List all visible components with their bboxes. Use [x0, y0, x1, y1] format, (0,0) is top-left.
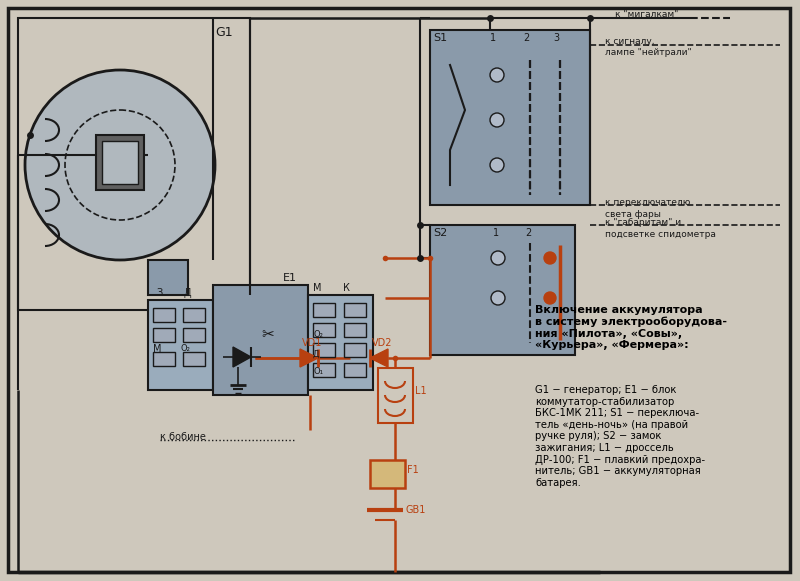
Text: к "мигалкам": к "мигалкам": [615, 10, 678, 19]
Bar: [344, 323, 366, 337]
Polygon shape: [300, 349, 318, 367]
Circle shape: [491, 291, 505, 305]
Circle shape: [544, 292, 556, 304]
Circle shape: [490, 158, 504, 172]
Circle shape: [25, 70, 215, 260]
Text: Включение аккумулятора
в систему электрооборудова-
ния «Пилота», «Совы»,
«Курьер: Включение аккумулятора в систему электро…: [535, 305, 727, 350]
Bar: [378, 368, 413, 423]
Text: VD1: VD1: [302, 338, 322, 348]
Text: 3: 3: [553, 33, 559, 43]
Bar: [308, 295, 373, 390]
Text: лампе "нейтрали": лампе "нейтрали": [605, 48, 692, 57]
Text: VD2: VD2: [372, 338, 393, 348]
Text: О₂: О₂: [180, 344, 190, 353]
Text: ✂: ✂: [262, 328, 274, 343]
Circle shape: [491, 251, 505, 265]
Text: Д: Д: [183, 288, 190, 298]
Text: к переключателю: к переключателю: [605, 198, 690, 207]
Bar: [18, 18, 250, 310]
Bar: [153, 328, 175, 342]
Text: М: М: [313, 283, 322, 293]
Text: З: З: [156, 288, 162, 298]
Text: F1: F1: [407, 465, 418, 475]
Bar: [430, 225, 575, 355]
Bar: [148, 260, 188, 295]
Bar: [96, 135, 144, 190]
Text: 2: 2: [523, 33, 530, 43]
Circle shape: [544, 252, 556, 264]
Text: света фары: света фары: [605, 210, 661, 219]
Bar: [313, 323, 335, 337]
Bar: [183, 328, 205, 342]
Bar: [102, 141, 138, 184]
Bar: [313, 343, 335, 357]
Bar: [183, 352, 205, 366]
Bar: [430, 30, 590, 205]
Bar: [370, 460, 405, 488]
Text: GB1: GB1: [405, 505, 426, 515]
Bar: [153, 352, 175, 366]
Text: 1: 1: [493, 228, 499, 238]
Bar: [313, 303, 335, 317]
Text: L1: L1: [415, 386, 426, 396]
Bar: [344, 363, 366, 377]
Text: О₂: О₂: [313, 330, 323, 339]
Circle shape: [490, 113, 504, 127]
Text: к "габаритам" и: к "габаритам" и: [605, 218, 681, 227]
Bar: [313, 363, 335, 377]
Polygon shape: [370, 349, 388, 367]
Text: S2: S2: [433, 228, 447, 238]
Bar: [213, 285, 308, 395]
Bar: [148, 300, 213, 390]
Text: К: К: [343, 283, 350, 293]
Text: подсветке спидометра: подсветке спидометра: [605, 230, 716, 239]
Text: к сигналу,: к сигналу,: [605, 37, 654, 46]
Polygon shape: [233, 347, 251, 367]
Bar: [344, 303, 366, 317]
Text: О₁: О₁: [313, 367, 323, 376]
Text: E1: E1: [283, 273, 297, 283]
Text: 1: 1: [490, 33, 496, 43]
Text: G1: G1: [215, 26, 233, 39]
Text: S1: S1: [433, 33, 447, 43]
Bar: [344, 343, 366, 357]
Bar: [183, 308, 205, 322]
Text: G1 − генератор; Е1 − блок
коммутатор-стабилизатор
БКС-1МК 211; S1 − переключа-
т: G1 − генератор; Е1 − блок коммутатор-ста…: [535, 385, 705, 488]
Text: к бобине: к бобине: [160, 432, 206, 442]
Circle shape: [490, 68, 504, 82]
Text: Д: Д: [313, 350, 319, 359]
Text: 2: 2: [525, 228, 531, 238]
Text: М: М: [153, 344, 162, 354]
Bar: [153, 308, 175, 322]
